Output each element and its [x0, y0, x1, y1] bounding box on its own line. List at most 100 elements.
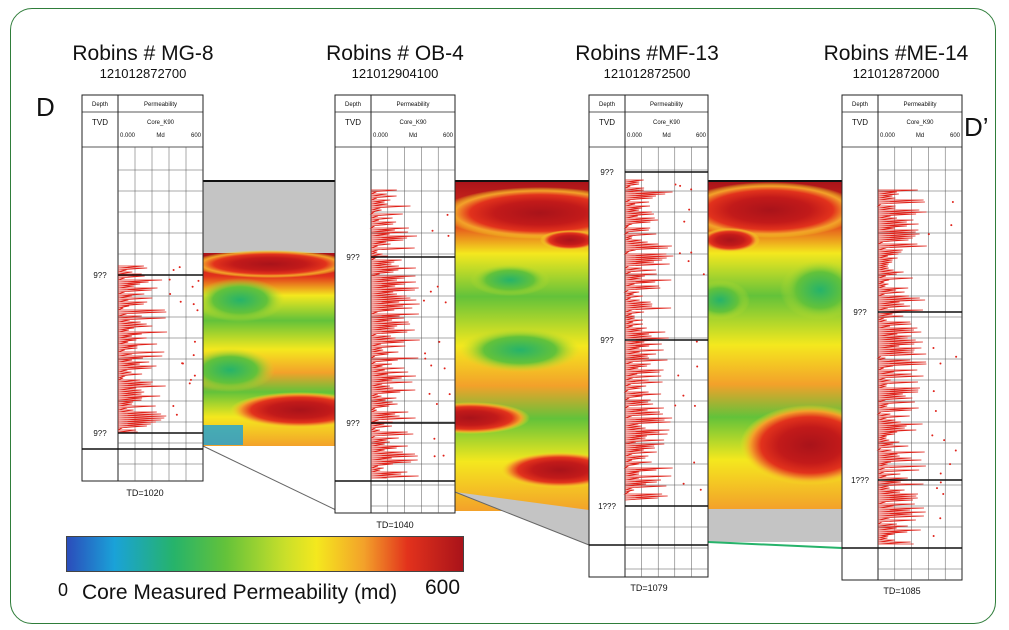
depth-header: Depth: [345, 102, 361, 108]
core-sample-point: [438, 340, 441, 343]
core-sample-point: [175, 413, 178, 416]
well-track: Depth Permeability TVD Core_K90 0.000 Md 600 9?…: [81, 94, 204, 482]
td-label-mf13: TD=1079: [630, 583, 668, 593]
well-name-mg8: Robins # MG-8: [72, 42, 214, 65]
core-sample-point: [443, 367, 446, 370]
well-track: Depth Permeability TVD Core_K90 0.000 Md 600 9?…: [588, 94, 709, 578]
scale-min: 0.000: [627, 133, 643, 139]
permeability-curve: [117, 265, 168, 433]
core-sample-point: [444, 301, 447, 304]
well-name-me14: Robins #ME-14: [823, 42, 969, 65]
well-api-mf13: 121012872500: [603, 66, 691, 81]
track-border: [841, 94, 963, 581]
scale-max: 600: [696, 133, 707, 139]
permeability-color-scale: [66, 536, 464, 572]
td-label-me14: TD=1085: [883, 586, 921, 596]
well-api-mg8: 121012872700: [99, 66, 187, 81]
curve-name: Core_K90: [147, 120, 175, 126]
core-sample-point: [695, 340, 698, 343]
legend-title: Core Measured Permeability (md): [82, 581, 398, 604]
td-label-mg8: TD=1020: [126, 488, 164, 498]
well-tracks: Depth Permeability TVD Core_K90 0.000 Md 600 9?…: [81, 94, 963, 581]
well-track: Depth Permeability TVD Core_K90 0.000 Md 600 9?…: [841, 94, 963, 581]
core-sample-point: [433, 455, 436, 458]
curve-name: Core_K90: [399, 120, 427, 126]
core-sample-point: [688, 208, 691, 211]
depth-tick-label: 1???: [851, 476, 869, 485]
core-sample-point: [424, 357, 427, 360]
core-sample-point: [939, 362, 942, 365]
core-sample-point: [954, 449, 957, 452]
depth-header: Depth: [92, 102, 108, 108]
core-sample-point: [934, 409, 937, 412]
core-sample-point: [932, 390, 935, 393]
well-track: Depth Permeability TVD Core_K90 0.000 Md 600 9?…: [334, 94, 456, 514]
core-sample-point: [677, 374, 680, 377]
well-api-ob4: 121012904100: [351, 66, 439, 81]
core-sample-point: [696, 365, 699, 368]
depth-tick-label: 9??: [853, 308, 867, 317]
depth-tick-label: 9??: [600, 168, 614, 177]
permeability-header: Permeability: [396, 102, 429, 108]
core-sample-point: [429, 290, 432, 293]
core-sample-point: [430, 364, 433, 367]
core-sample-point: [682, 394, 685, 397]
core-sample-point: [702, 273, 705, 276]
core-sample-point: [178, 266, 181, 269]
core-sample-point: [181, 362, 184, 365]
core-sample-point: [179, 300, 182, 303]
core-sample-point: [939, 472, 942, 475]
depth-tick-label: 9??: [346, 419, 360, 428]
core-sample-point: [950, 224, 953, 227]
core-sample-point: [193, 340, 196, 343]
core-sample-point: [188, 382, 191, 385]
depth-unit: TVD: [599, 118, 615, 127]
core-sample-point: [196, 309, 199, 312]
core-sample-point: [191, 285, 194, 288]
permeability-header: Permeability: [650, 102, 683, 108]
core-sample-point: [942, 493, 945, 496]
well-name-mf13: Robins #MF-13: [575, 42, 719, 65]
scale-min: 0.000: [120, 133, 136, 139]
core-sample-point: [955, 355, 958, 358]
depth-unit: TVD: [345, 118, 361, 127]
core-sample-point: [683, 220, 686, 223]
core-sample-point: [172, 404, 175, 407]
scale-unit: Md: [409, 133, 417, 139]
core-sample-point: [435, 403, 438, 406]
scale-max: 600: [950, 133, 961, 139]
core-sample-point: [939, 517, 942, 520]
permeability-curve: [876, 189, 927, 545]
depth-tick-label: 9??: [93, 429, 107, 438]
core-sample-point: [192, 354, 195, 357]
permeability-header: Permeability: [903, 102, 936, 108]
curve-name: Core_K90: [906, 120, 934, 126]
core-sample-point: [932, 346, 935, 349]
depth-unit: TVD: [852, 118, 868, 127]
core-sample-point: [436, 285, 439, 288]
core-sample-point: [679, 184, 682, 187]
core-sample-point: [424, 352, 427, 355]
core-sample-point: [939, 481, 942, 484]
depth-tick-label: 1???: [598, 502, 616, 511]
permeability-header: Permeability: [144, 102, 177, 108]
core-sample-point: [951, 200, 954, 203]
well-api-me14: 121012872000: [852, 66, 940, 81]
core-sample-point: [169, 292, 172, 295]
core-sample-point: [442, 454, 445, 457]
core-sample-point: [189, 378, 192, 381]
core-sample-point: [932, 534, 935, 537]
core-sample-point: [172, 269, 175, 272]
permeability-curve: [369, 189, 420, 479]
depth-tick-label: 9??: [346, 253, 360, 262]
core-sample-point: [927, 233, 930, 236]
scale-unit: Md: [662, 133, 670, 139]
scale-max: 600: [443, 133, 454, 139]
core-sample-point: [949, 463, 952, 466]
td-label-ob4: TD=1040: [376, 520, 414, 530]
core-sample-point: [931, 434, 934, 437]
figure-frame: [10, 8, 996, 624]
section-end-label: D’: [964, 112, 989, 142]
core-sample-point: [693, 461, 696, 464]
well-name-ob4: Robins # OB-4: [326, 42, 464, 65]
